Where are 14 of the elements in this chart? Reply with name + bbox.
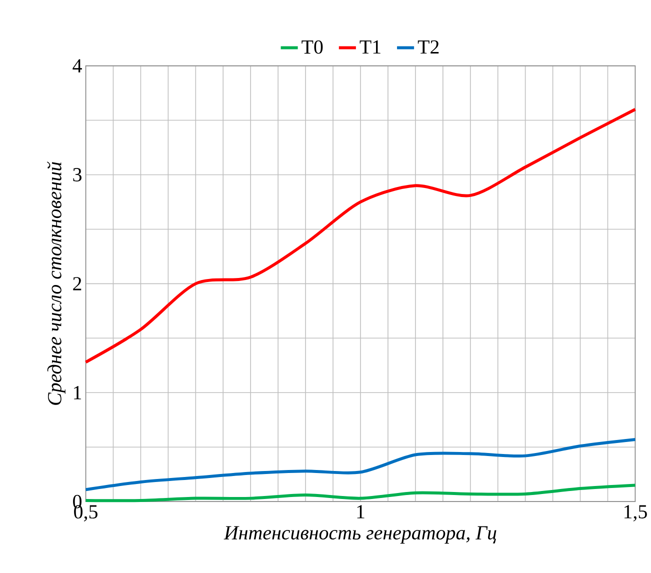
line-series: [84, 438, 637, 491]
y-axis-title: Среднее число столкновений: [46, 161, 66, 405]
y-tick-label: 3: [73, 168, 82, 182]
line-series: [84, 484, 637, 502]
y-tick-label: 1: [74, 386, 82, 400]
line-series: [84, 108, 637, 364]
y-tick-label: 2: [73, 276, 82, 290]
x-tick-label: 1,5: [624, 504, 647, 522]
x-axis-title: Интенсивность генератора, Гц: [224, 526, 496, 544]
legend-label: T1: [360, 40, 380, 54]
x-tick-label: 1: [357, 504, 364, 518]
legend-label: T0: [302, 40, 323, 54]
legend-label: T2: [418, 40, 439, 54]
y-tick-label: 4: [72, 59, 82, 72]
